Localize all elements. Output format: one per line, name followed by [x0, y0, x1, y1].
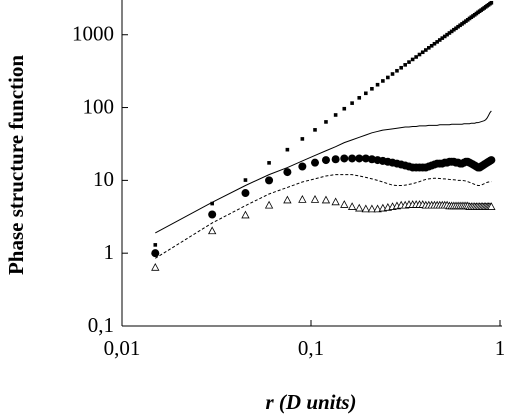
- square-marker: [300, 137, 305, 141]
- square-marker: [381, 79, 385, 83]
- circle-marker: [321, 156, 330, 165]
- circle-marker: [340, 154, 349, 163]
- square-marker: [462, 20, 466, 25]
- x-tick-label: 0,01: [104, 336, 141, 360]
- square-marker: [447, 31, 452, 35]
- square-marker: [445, 32, 449, 37]
- triangle-marker: [340, 200, 349, 208]
- triangle-marker: [331, 197, 340, 206]
- triangle-marker: [241, 210, 250, 219]
- y-tick-label: 0,1: [88, 313, 114, 337]
- circle-marker: [487, 156, 496, 165]
- square-marker: [342, 106, 347, 111]
- square-marker: [333, 113, 338, 117]
- triangle-marker: [283, 195, 292, 204]
- triangle-marker: [321, 195, 331, 204]
- square-marker: [210, 201, 214, 206]
- circle-marker: [311, 158, 320, 167]
- square-marker: [449, 29, 454, 34]
- square-marker: [424, 48, 428, 52]
- square-marker: [313, 128, 317, 132]
- square-marker: [464, 19, 468, 23]
- circle-marker: [298, 162, 307, 171]
- square-marker: [390, 72, 395, 76]
- square-marker: [375, 82, 380, 87]
- circle-marker: [208, 210, 217, 219]
- triangle-marker: [367, 204, 377, 213]
- square-marker: [426, 46, 431, 50]
- square-marker: [364, 91, 368, 96]
- y-axis-label: Phase structure function: [4, 55, 28, 275]
- square-marker: [285, 147, 290, 152]
- square-marker: [414, 55, 418, 59]
- square-marker: [324, 120, 328, 124]
- square-marker: [410, 57, 415, 62]
- series-line: [155, 174, 492, 259]
- y-tick-label: 100: [83, 94, 115, 118]
- square-marker: [442, 34, 447, 39]
- triangle-marker: [347, 202, 357, 210]
- x-axis-label: r (D units): [265, 390, 356, 414]
- square-marker: [420, 50, 425, 55]
- square-marker: [267, 161, 271, 165]
- circle-marker: [355, 154, 364, 163]
- triangle-marker: [151, 262, 160, 271]
- circle-marker: [283, 168, 292, 177]
- square-marker: [429, 43, 434, 48]
- circle-marker: [265, 176, 274, 185]
- square-marker: [403, 63, 407, 67]
- triangle-marker: [208, 226, 217, 235]
- circle-marker: [151, 249, 160, 258]
- circle-marker: [348, 154, 357, 163]
- y-tick-label: 1000: [72, 22, 114, 46]
- square-marker: [386, 75, 390, 80]
- triangle-marker: [310, 195, 320, 203]
- y-tick-label: 1: [104, 240, 115, 264]
- square-marker: [456, 24, 460, 29]
- square-marker: [153, 243, 158, 247]
- circle-marker: [331, 155, 340, 164]
- x-tick-label: 1: [495, 336, 506, 360]
- square-marker: [399, 65, 403, 70]
- triangle-marker: [487, 202, 496, 210]
- triangle-marker: [361, 204, 370, 213]
- circle-marker: [241, 189, 250, 198]
- square-marker: [460, 22, 464, 26]
- square-marker: [437, 38, 442, 42]
- series-line: [155, 110, 492, 234]
- triangle-marker: [264, 200, 274, 209]
- square-marker: [357, 96, 362, 100]
- square-marker: [465, 18, 470, 22]
- square-marker: [435, 40, 439, 44]
- square-marker: [407, 60, 411, 64]
- triangle-marker: [298, 195, 307, 203]
- square-marker: [370, 86, 374, 91]
- square-marker: [395, 68, 399, 73]
- square-marker: [458, 23, 462, 28]
- square-marker: [417, 52, 422, 57]
- circle-marker: [361, 154, 370, 163]
- square-marker: [440, 36, 445, 40]
- square-marker: [489, 0, 494, 5]
- triangle-marker: [373, 204, 382, 213]
- square-marker: [350, 101, 354, 105]
- triangle-marker: [355, 203, 364, 212]
- y-tick-label: 10: [93, 167, 114, 191]
- x-tick-label: 0,1: [298, 336, 324, 360]
- square-marker: [243, 178, 248, 182]
- square-marker: [432, 41, 437, 46]
- square-marker: [452, 27, 456, 32]
- square-marker: [454, 26, 458, 31]
